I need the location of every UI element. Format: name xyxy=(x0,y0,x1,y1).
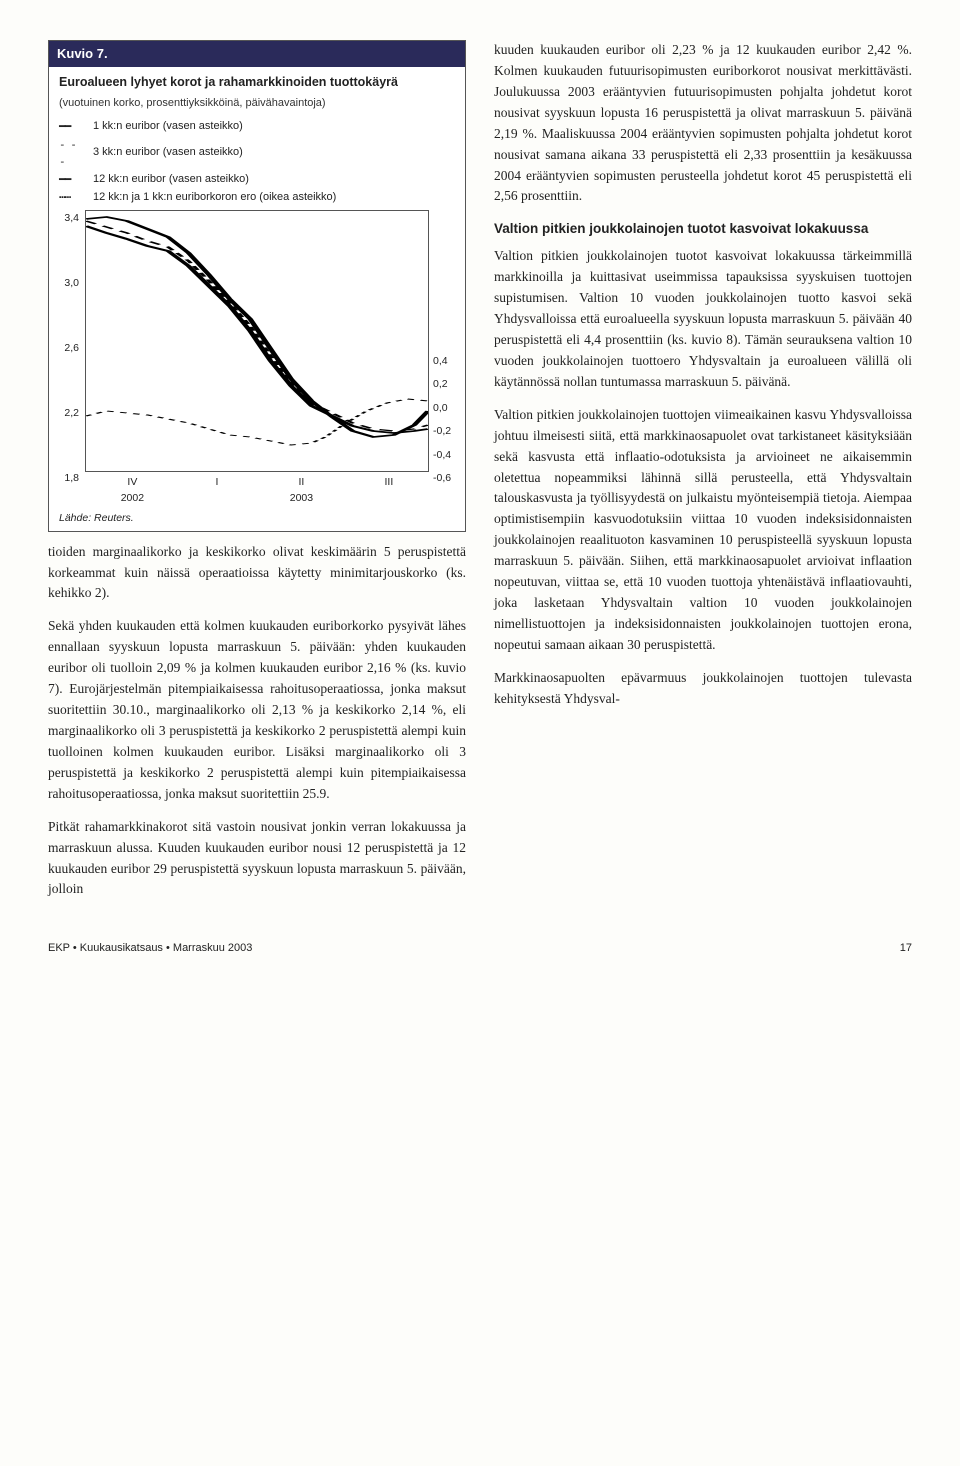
y-tick-left: 3,0 xyxy=(55,275,79,291)
y-axis-right: 0,4 0,2 0,0 -0,2 -0,4 -0,6 xyxy=(433,353,459,487)
y-tick-right: -0,2 xyxy=(433,423,459,439)
footer-page-number: 17 xyxy=(900,940,912,957)
chart-note: (vuotuinen korko, prosenttiyksikköinä, p… xyxy=(59,95,455,112)
x-tick: III xyxy=(385,474,394,507)
y-tick-right: 0,4 xyxy=(433,353,459,369)
y-tick-left: 2,6 xyxy=(55,340,79,356)
y-tick-left: 1,8 xyxy=(55,470,79,486)
body-paragraph: Pitkät rahamarkkinakorot sitä vastoin no… xyxy=(48,817,466,901)
plot-area xyxy=(85,210,429,472)
x-axis: IV2002 I II2003 III xyxy=(85,474,429,507)
chart-svg xyxy=(86,211,428,471)
y-tick-right: 0,2 xyxy=(433,376,459,392)
body-paragraph: Sekä yhden kuukauden että kolmen kuukaud… xyxy=(48,616,466,804)
right-column: kuuden kuukauden euribor oli 2,23 % ja 1… xyxy=(494,40,912,912)
body-paragraph: Markkinaosapuolten epävarmuus joukkolain… xyxy=(494,668,912,710)
legend-swatch-dotted: ┅┅ xyxy=(59,189,87,206)
x-tick: I xyxy=(215,474,218,507)
legend-item: ━━ 1 kk:n euribor (vasen asteikko) xyxy=(59,118,455,135)
legend-label: 12 kk:n euribor (vasen asteikko) xyxy=(93,171,249,188)
y-tick-left: 3,4 xyxy=(55,210,79,226)
legend-item: ━━ 12 kk:n euribor (vasen asteikko) xyxy=(59,171,455,188)
y-axis-left: 3,4 3,0 2,6 2,2 1,8 xyxy=(55,210,79,487)
legend-label: 12 kk:n ja 1 kk:n euriborkoron ero (oike… xyxy=(93,189,336,206)
legend-item: - - - 3 kk:n euribor (vasen asteikko) xyxy=(59,136,455,170)
body-paragraph: Valtion pitkien joukkolainojen tuottojen… xyxy=(494,405,912,656)
left-column: Kuvio 7. Euroalueen lyhyet korot ja raha… xyxy=(48,40,466,912)
body-paragraph: Valtion pitkien joukkolainojen tuotot ka… xyxy=(494,246,912,392)
x-tick: IV2002 xyxy=(121,474,144,507)
chart-title-bar: Kuvio 7. xyxy=(49,41,465,67)
page-footer: EKP • Kuukausikatsaus • Marraskuu 2003 1… xyxy=(48,940,912,957)
plot-wrap: 3,43,02,62,21,8 0,40,20,0-0,2-0,4-0,6 IV… xyxy=(59,210,455,507)
body-paragraph: tioiden marginaalikorko ja keskikorko ol… xyxy=(48,542,466,605)
legend-label: 1 kk:n euribor (vasen asteikko) xyxy=(93,118,243,135)
y-tick-right: -0,6 xyxy=(433,470,459,486)
section-heading: Valtion pitkien joukkolainojen tuotot ka… xyxy=(494,219,912,240)
chart-source: Lähde: Reuters. xyxy=(59,510,455,526)
chart-box: Kuvio 7. Euroalueen lyhyet korot ja raha… xyxy=(48,40,466,532)
legend-item: ┅┅ 12 kk:n ja 1 kk:n euriborkoron ero (o… xyxy=(59,189,455,206)
x-tick: II2003 xyxy=(290,474,313,507)
body-paragraph: kuuden kuukauden euribor oli 2,23 % ja 1… xyxy=(494,40,912,207)
y-tick-left: 2,2 xyxy=(55,405,79,421)
chart-subtitle: Euroalueen lyhyet korot ja rahamarkkinoi… xyxy=(59,73,455,92)
y-tick-right: -0,4 xyxy=(433,447,459,463)
two-column-layout: Kuvio 7. Euroalueen lyhyet korot ja raha… xyxy=(48,40,912,912)
footer-left: EKP • Kuukausikatsaus • Marraskuu 2003 xyxy=(48,940,252,957)
legend-swatch-solid: ━━ xyxy=(59,118,87,135)
legend-swatch-dash: - - - xyxy=(59,136,87,170)
chart-legend: ━━ 1 kk:n euribor (vasen asteikko) - - -… xyxy=(59,118,455,206)
y-tick-right: 0,0 xyxy=(433,400,459,416)
legend-swatch-solid: ━━ xyxy=(59,171,87,188)
legend-label: 3 kk:n euribor (vasen asteikko) xyxy=(93,144,243,161)
